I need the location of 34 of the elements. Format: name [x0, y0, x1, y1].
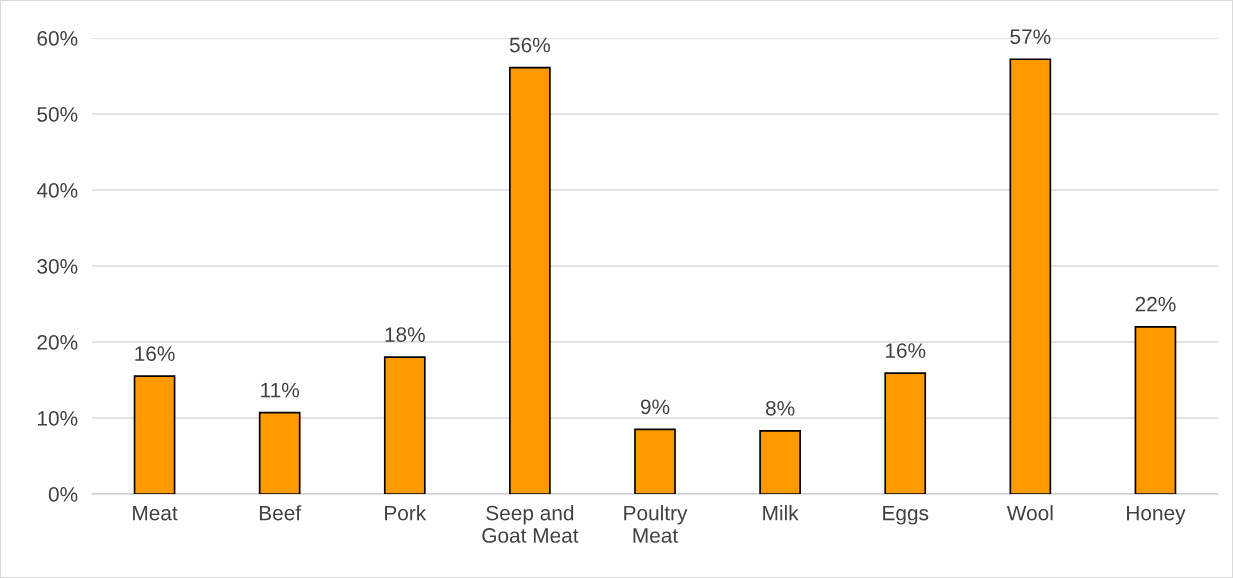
- x-tick-label: Eggs: [883, 505, 929, 525]
- x-tick-label: Beef: [259, 505, 302, 521]
- x-tick-label: Seep and Goat Meat: [482, 505, 579, 543]
- y-tick-label: 10%: [38, 411, 78, 426]
- data-label: 16%: [885, 343, 926, 358]
- x-tick-label: Meat: [133, 505, 178, 521]
- y-tick-label: 50%: [37, 107, 78, 122]
- bar: [1134, 325, 1177, 494]
- y-tick-label: 20%: [37, 335, 78, 350]
- bar: [759, 430, 801, 494]
- data-label: 18%: [385, 327, 425, 342]
- data-label: 22%: [1135, 296, 1176, 312]
- bar: [509, 66, 551, 494]
- y-tick-label: 30%: [37, 259, 78, 274]
- x-tick-label: Pork: [385, 505, 427, 521]
- y-tick-label: 60%: [37, 31, 78, 46]
- data-label: 16%: [135, 346, 175, 361]
- y-tick-label: 0%: [48, 487, 78, 502]
- x-tick-label: Milk: [763, 505, 799, 521]
- bar: [1009, 58, 1052, 494]
- data-label: 9%: [640, 399, 670, 415]
- bar: [634, 428, 676, 494]
- bar: [383, 356, 426, 494]
- bar: [133, 375, 176, 494]
- y-tick-label: 40%: [36, 183, 78, 198]
- data-label: 11%: [261, 382, 300, 398]
- x-tick-label: Poultry Meat: [624, 505, 688, 543]
- bar: [884, 372, 927, 494]
- data-label: 57%: [1010, 29, 1051, 45]
- bar: [258, 411, 301, 494]
- data-label: 8%: [765, 400, 795, 416]
- x-tick-label: Honey: [1127, 505, 1186, 525]
- data-label: 56%: [509, 37, 550, 53]
- x-tick-label: Wool: [1006, 505, 1053, 521]
